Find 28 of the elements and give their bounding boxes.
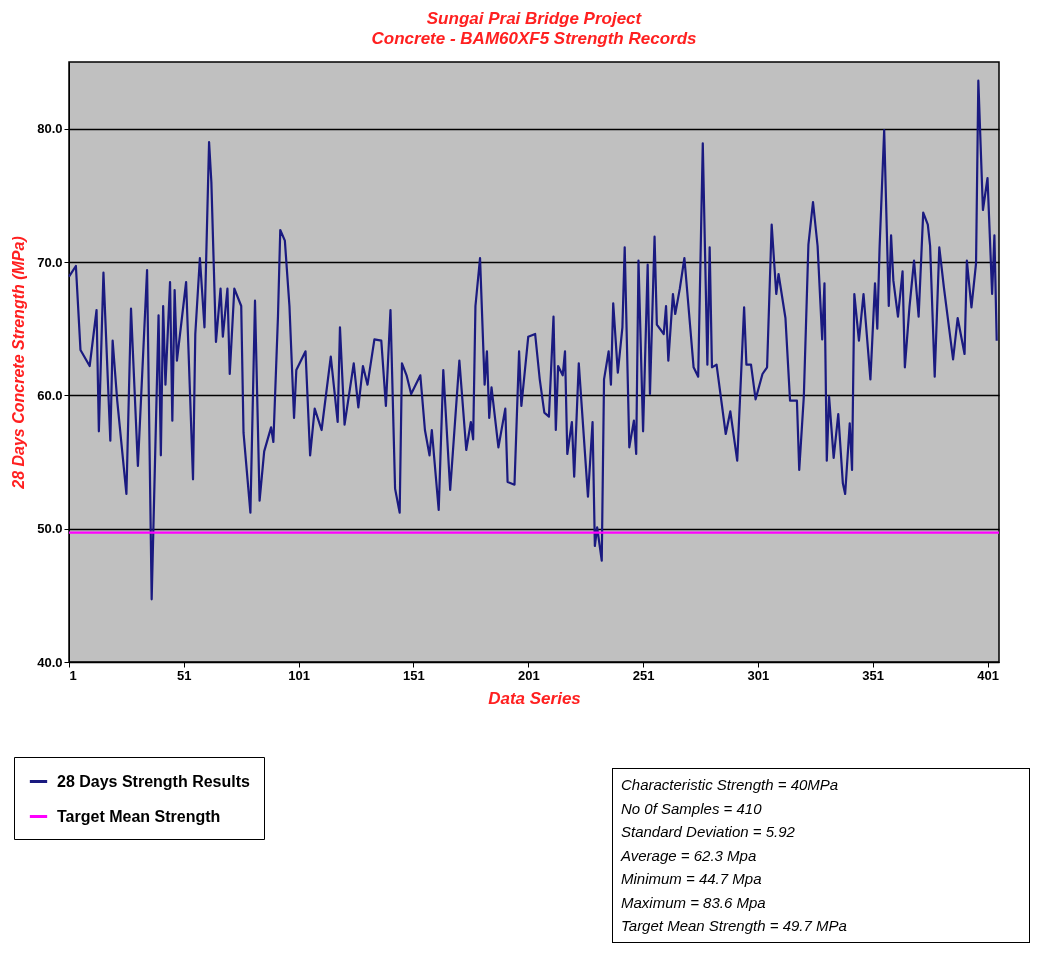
legend-label: Target Mean Strength bbox=[57, 807, 221, 825]
text: Minimum = 44.7 Mpa bbox=[621, 869, 763, 889]
x-axis-title: Data Series bbox=[488, 688, 581, 708]
x-tick-label: 101 bbox=[288, 667, 310, 683]
y-axis-title: 28 Days Concrete Strength (MPa) bbox=[10, 236, 28, 490]
chart-title: Sungai Prai Bridge Project bbox=[426, 9, 643, 28]
line-series bbox=[67, 79, 998, 601]
text: No 0f Samples = 410 bbox=[621, 798, 763, 819]
x-tick-label: 251 bbox=[632, 667, 655, 683]
chart-subtitle: Concrete - BAM60XF5 Strength Records bbox=[371, 29, 697, 48]
legend-label: 28 Days Strength Results bbox=[57, 772, 251, 790]
x-tick-label: 351 bbox=[862, 667, 885, 683]
x-tick-label: 51 bbox=[177, 667, 192, 683]
x-tick-label: 1 bbox=[69, 667, 77, 683]
y-tick-label: 50.0 bbox=[37, 521, 63, 537]
y-tick-label: 60.0 bbox=[37, 387, 63, 403]
x-tick-label: 151 bbox=[403, 667, 425, 683]
text: Maximum = 83.6 Mpa bbox=[621, 892, 767, 913]
text: Standard Deviation = 5.92 bbox=[621, 822, 796, 842]
text: Characteristic Strength = 40MPa bbox=[621, 775, 840, 795]
y-tick-label: 80.0 bbox=[37, 121, 63, 137]
x-tick-label: 401 bbox=[977, 667, 999, 683]
x-tick-label: 301 bbox=[747, 667, 770, 683]
y-tick-label: 40.0 bbox=[37, 654, 63, 670]
x-tick-label: 201 bbox=[517, 667, 540, 683]
text: Target Mean Strength = 49.7 MPa bbox=[621, 916, 848, 936]
y-tick-label: 70.0 bbox=[37, 254, 63, 270]
text: Average = 62.3 Mpa bbox=[621, 845, 758, 866]
